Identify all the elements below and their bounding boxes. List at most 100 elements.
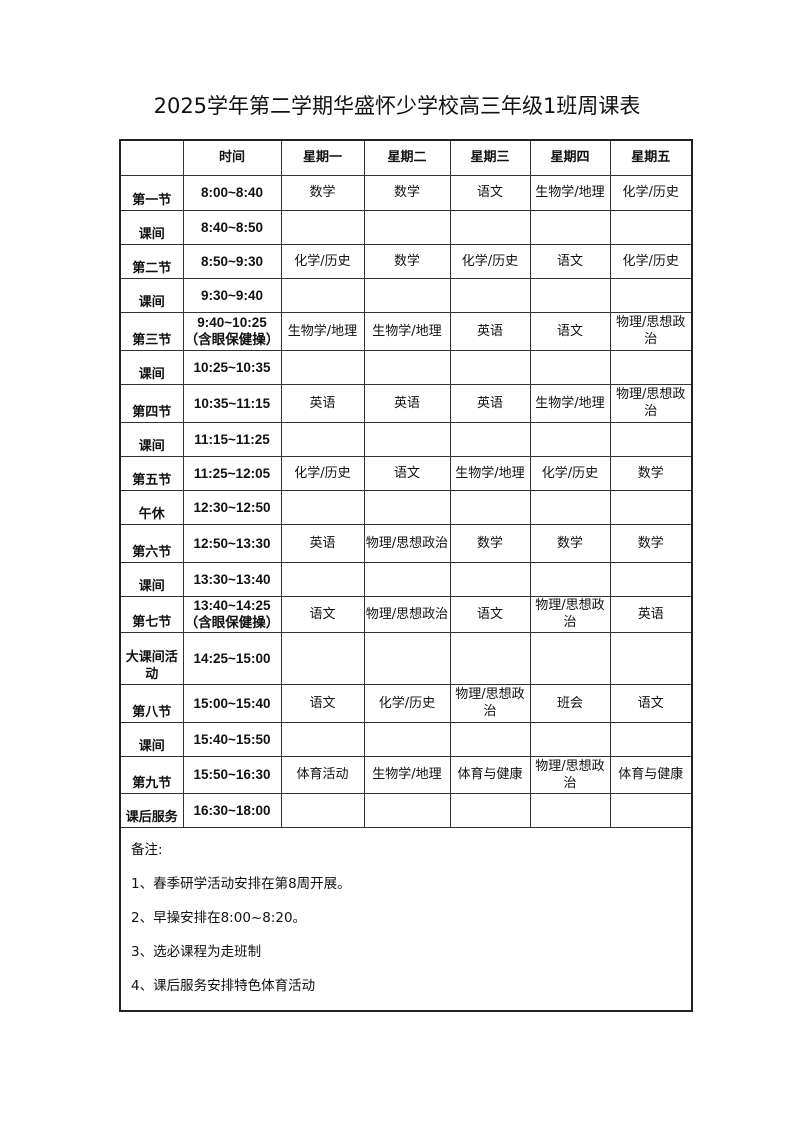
- subject-cell: [280, 489, 365, 525]
- subject-cell: [280, 792, 365, 828]
- subject-cell: 英语: [449, 383, 531, 423]
- subject-cell: [363, 421, 451, 457]
- notes-heading: 备注:: [131, 841, 163, 858]
- subject-cell: 英语: [449, 311, 531, 351]
- subject-cell: 语文: [609, 683, 693, 723]
- subject-cell: 数学: [609, 523, 693, 563]
- table-row: 大课间活动 14:25~15:00: [119, 631, 693, 685]
- subject-cell: [449, 277, 531, 313]
- period-time: 10:25~10:35: [182, 349, 282, 385]
- table-row: 课间 11:15~11:25: [119, 421, 693, 457]
- subject-cell: [609, 721, 693, 757]
- subject-cell: 班会: [529, 683, 611, 723]
- subject-cell: 语文: [449, 174, 531, 211]
- subject-cell: [529, 277, 611, 313]
- period-time: 16:30~18:00: [182, 792, 282, 828]
- subject-cell: 生物学/地理: [363, 755, 451, 794]
- notes-cell: 备注: 1、春季研学活动安排在第8周开展。 2、早操安排在8:00~8:20。 …: [119, 826, 693, 1011]
- period-time: 10:35~11:15: [182, 383, 282, 423]
- table-row: 课间 10:25~10:35: [119, 349, 693, 385]
- note-item: 3、选必课程为走班制: [131, 943, 262, 960]
- subject-cell: [449, 489, 531, 525]
- table-row: 第八节 15:00~15:40 语文 化学/历史 物理/思想政治 班会 语文: [119, 683, 693, 723]
- subject-cell: 生物学/地理: [529, 174, 611, 211]
- subject-cell: 语文: [280, 595, 365, 633]
- note-item: 4、课后服务安排特色体育活动: [131, 977, 316, 994]
- subject-cell: [529, 349, 611, 385]
- period-label: 第一节: [119, 174, 184, 211]
- table-row: 课间 9:30~9:40: [119, 277, 693, 313]
- table-row: 课间 15:40~15:50: [119, 721, 693, 757]
- subject-cell: 体育与健康: [449, 755, 531, 794]
- period-label: 第二节: [119, 243, 184, 279]
- subject-cell: 英语: [609, 595, 693, 633]
- subject-cell: 物理/思想政治: [449, 683, 531, 723]
- table-row: 第四节 10:35~11:15 英语 英语 英语 生物学/地理 物理/思想政治: [119, 383, 693, 423]
- subject-cell: [449, 631, 531, 685]
- subject-cell: [280, 421, 365, 457]
- subject-cell: [363, 277, 451, 313]
- subject-cell: 体育活动: [280, 755, 365, 794]
- table-row: 第二节 8:50~9:30 化学/历史 数学 化学/历史 语文 化学/历史: [119, 243, 693, 279]
- subject-cell: [280, 209, 365, 245]
- subject-cell: [609, 349, 693, 385]
- period-label: 课后服务: [119, 792, 184, 828]
- period-time: 13:30~13:40: [182, 561, 282, 597]
- subject-cell: 数学: [363, 174, 451, 211]
- subject-cell: [363, 489, 451, 525]
- note-item: 2、早操安排在8:00~8:20。: [131, 909, 307, 926]
- table-row: 课后服务 16:30~18:00: [119, 792, 693, 828]
- subject-cell: [609, 489, 693, 525]
- period-time: 9:30~9:40: [182, 277, 282, 313]
- subject-cell: [609, 631, 693, 685]
- note-item: 1、春季研学活动安排在第8周开展。: [131, 875, 351, 892]
- subject-cell: 生物学/地理: [529, 383, 611, 423]
- subject-cell: 数学: [449, 523, 531, 563]
- subject-cell: [529, 631, 611, 685]
- period-label: 第三节: [119, 311, 184, 351]
- subject-cell: [529, 421, 611, 457]
- subject-cell: 体育与健康: [609, 755, 693, 794]
- subject-cell: [609, 209, 693, 245]
- subject-cell: [529, 561, 611, 597]
- subject-cell: [280, 277, 365, 313]
- period-label: 午休: [119, 489, 184, 525]
- subject-cell: 物理/思想政治: [363, 523, 451, 563]
- period-label: 课间: [119, 209, 184, 245]
- subject-cell: [529, 209, 611, 245]
- period-time: 15:40~15:50: [182, 721, 282, 757]
- subject-cell: 物理/思想政治: [529, 755, 611, 794]
- period-time: 13:40~14:25 （含眼保健操）: [182, 595, 282, 633]
- table-row: 第五节 11:25~12:05 化学/历史 语文 生物学/地理 化学/历史 数学: [119, 455, 693, 491]
- subject-cell: [449, 349, 531, 385]
- subject-cell: [609, 561, 693, 597]
- subject-cell: [449, 721, 531, 757]
- subject-cell: [363, 792, 451, 828]
- table-row: 课间 8:40~8:50: [119, 209, 693, 245]
- subject-cell: 物理/思想政治: [529, 595, 611, 633]
- page-title: 2025学年第二学期华盛怀少学校高三年级1班周课表: [153, 94, 641, 118]
- period-label: 课间: [119, 721, 184, 757]
- period-time: 11:25~12:05: [182, 455, 282, 491]
- period-label: 第五节: [119, 455, 184, 491]
- table-row: 第六节 12:50~13:30 英语 物理/思想政治 数学 数学 数学: [119, 523, 693, 563]
- subject-cell: [280, 349, 365, 385]
- subject-cell: [449, 209, 531, 245]
- period-time: 12:50~13:30: [182, 523, 282, 563]
- period-label: 第九节: [119, 755, 184, 794]
- subject-cell: [363, 631, 451, 685]
- period-label: 第四节: [119, 383, 184, 423]
- header-friday: 星期五: [609, 139, 693, 176]
- table-row: 课间 13:30~13:40: [119, 561, 693, 597]
- table-row: 午休 12:30~12:50: [119, 489, 693, 525]
- timetable: 时间 星期一 星期二 星期三 星期四 星期五 第一节 8:00~8:40 数学 数学语…: [119, 139, 693, 1012]
- subject-cell: [529, 721, 611, 757]
- subject-cell: [280, 631, 365, 685]
- table-row: 第一节 8:00~8:40 数学 数学 语文 生物学/地理 化学/历史: [119, 174, 693, 211]
- subject-cell: 生物学/地理: [363, 311, 451, 351]
- period-time: 15:00~15:40: [182, 683, 282, 723]
- period-time: 14:25~15:00: [182, 631, 282, 685]
- period-label: 第八节: [119, 683, 184, 723]
- subject-cell: 数学: [529, 523, 611, 563]
- period-label: 第七节: [119, 595, 184, 633]
